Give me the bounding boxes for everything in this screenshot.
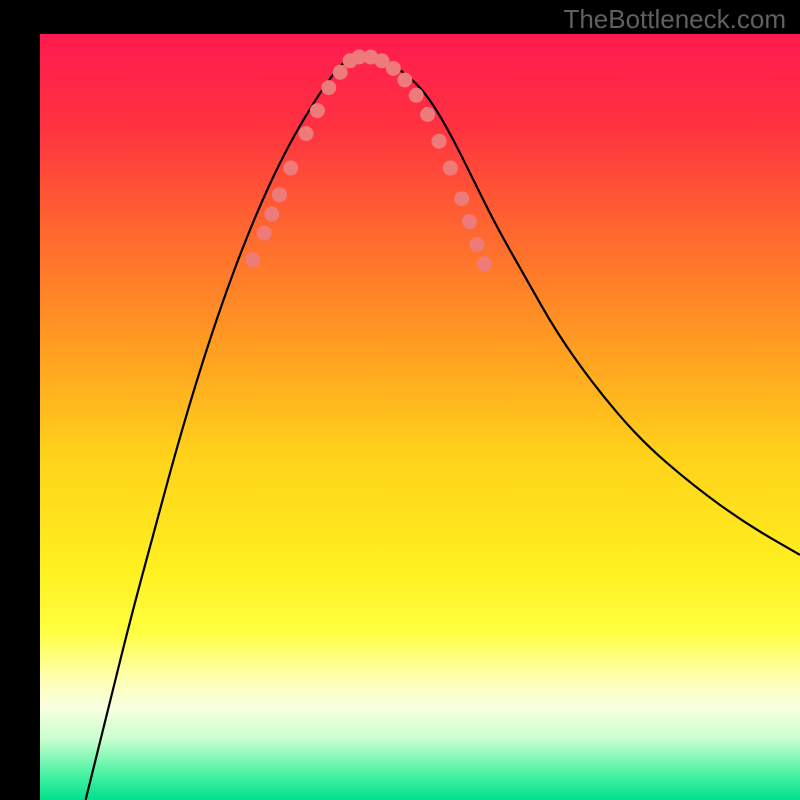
data-marker (462, 215, 476, 229)
data-marker (246, 253, 260, 267)
data-marker (322, 81, 336, 95)
data-marker (409, 88, 423, 102)
data-marker (272, 188, 286, 202)
data-marker (421, 107, 435, 121)
data-marker (284, 161, 298, 175)
bottleneck-chart (0, 0, 800, 800)
data-marker (299, 127, 313, 141)
data-marker (265, 207, 279, 221)
data-marker (310, 104, 324, 118)
watermark-text: TheBottleneck.com (563, 4, 786, 35)
data-marker (432, 134, 446, 148)
data-marker (478, 257, 492, 271)
data-marker (455, 192, 469, 206)
data-marker (386, 61, 400, 75)
data-marker (398, 73, 412, 87)
plot-background (40, 34, 800, 800)
data-marker (333, 65, 347, 79)
data-marker (443, 161, 457, 175)
data-marker (470, 238, 484, 252)
data-marker (257, 226, 271, 240)
